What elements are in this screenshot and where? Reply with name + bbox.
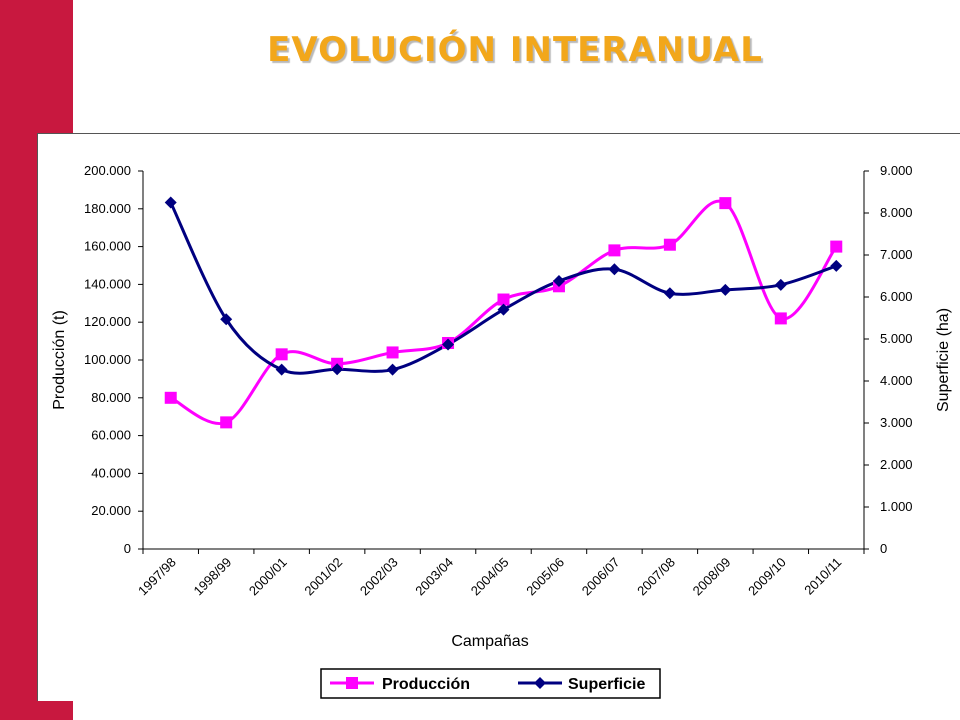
x-tick-label: 2006/07 — [579, 555, 623, 599]
legend-marker-producci-n — [346, 677, 358, 689]
data-point-producci-n — [830, 240, 843, 253]
data-point-superficie — [774, 278, 787, 291]
data-point-producci-n — [275, 348, 288, 361]
data-point-producci-n — [497, 293, 510, 306]
y-tick-label: 0 — [124, 541, 131, 556]
y-tick-label: 100.000 — [84, 352, 131, 367]
x-tick-label: 2008/09 — [690, 555, 734, 599]
data-point-superficie — [220, 313, 233, 326]
data-point-producci-n — [719, 197, 732, 210]
slide-title: EVOLUCIÓN INTERANUAL — [267, 30, 763, 70]
data-point-superficie — [442, 338, 455, 351]
x-tick-label: 2009/10 — [745, 555, 789, 599]
series-line-superficie — [169, 201, 837, 375]
data-point-producci-n — [220, 416, 233, 429]
x-tick-label: 2007/08 — [634, 555, 678, 599]
y2-tick-label: 6.000 — [880, 289, 913, 304]
y-tick-label: 160.000 — [84, 239, 131, 254]
data-point-producci-n — [386, 346, 399, 359]
y-tick-label: 60.000 — [91, 428, 131, 443]
legend-label-producci-n: Producción — [382, 676, 470, 693]
y2-tick-label: 1.000 — [880, 499, 913, 514]
x-tick-label: 2001/02 — [301, 555, 345, 599]
data-point-superficie — [164, 196, 177, 209]
data-point-superficie — [663, 287, 676, 300]
y2-tick-label: 2.000 — [880, 457, 913, 472]
y-tick-label: 180.000 — [84, 201, 131, 216]
y2-tick-label: 5.000 — [880, 331, 913, 346]
chart-frame: 0 20.000 40.000 60.000 80.000 100.000 120.000 1… — [37, 133, 960, 701]
data-point-superficie — [719, 283, 732, 296]
x-tick-label: 2005/06 — [523, 555, 567, 599]
x-tick-label: 2003/04 — [412, 555, 456, 599]
y-tick-label: 20.000 — [91, 503, 131, 518]
y-axis-title: Producción (t) — [51, 310, 68, 410]
x-tick-label: 1997/98 — [135, 555, 179, 599]
x-tick-label: 1998/99 — [190, 555, 234, 599]
legend: Producción Superficie — [320, 668, 661, 699]
y-tick-label: 140.000 — [84, 276, 131, 291]
y2-axis-title: Superficie (ha) — [935, 308, 952, 412]
y-tick-label: 120.000 — [84, 314, 131, 329]
data-point-producci-n — [164, 391, 177, 404]
legend-label-superficie: Superficie — [568, 676, 645, 693]
data-point-superficie — [386, 363, 399, 376]
data-point-producci-n — [608, 244, 621, 257]
x-axis-title: Campañas — [451, 633, 528, 650]
data-point-producci-n — [774, 312, 787, 325]
x-tick-label: 2004/05 — [468, 555, 512, 599]
y-tick-label: 80.000 — [91, 390, 131, 405]
y2-tick-label: 3.000 — [880, 415, 913, 430]
y-tick-label: 200.000 — [84, 163, 131, 178]
data-point-superficie — [552, 275, 565, 288]
x-tick-label: 2002/03 — [357, 555, 401, 599]
y2-tick-label: 9.000 — [880, 163, 913, 178]
y2-tick-label: 0 — [880, 541, 887, 556]
x-tick-label: 2010/11 — [801, 555, 844, 598]
data-point-superficie — [331, 363, 344, 376]
y2-tick-label: 4.000 — [880, 373, 913, 388]
y2-tick-label: 7.000 — [880, 247, 913, 262]
line-chart: 0 20.000 40.000 60.000 80.000 100.000 120.000 1… — [51, 163, 952, 699]
data-point-superficie — [275, 363, 288, 376]
data-point-superficie — [608, 263, 621, 276]
y2-tick-label: 8.000 — [880, 205, 913, 220]
data-point-superficie — [830, 259, 843, 272]
y-tick-label: 40.000 — [91, 465, 131, 480]
data-point-superficie — [497, 303, 510, 316]
data-point-producci-n — [663, 238, 676, 251]
x-tick-label: 2000/01 — [246, 555, 290, 599]
legend-marker-superficie — [534, 677, 546, 689]
